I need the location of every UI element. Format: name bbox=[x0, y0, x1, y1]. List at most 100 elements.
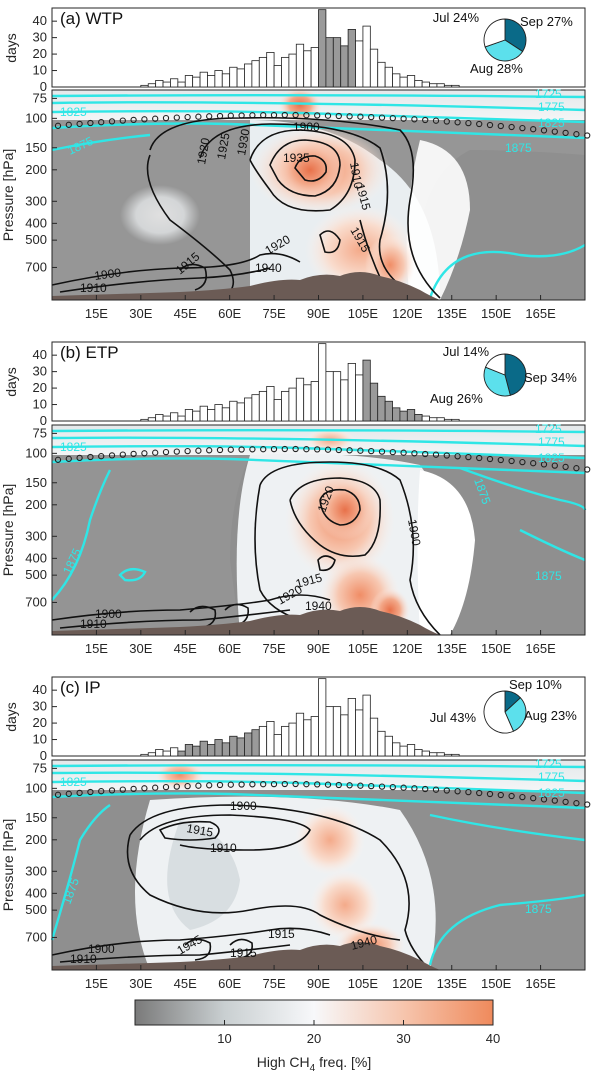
longitude-tick-label: 45E bbox=[174, 976, 197, 991]
pie-slice bbox=[504, 353, 527, 396]
histogram-bar bbox=[184, 409, 194, 422]
pressure-tick-label: 500 bbox=[25, 902, 47, 917]
pie-label-aug: Aug 28% bbox=[470, 61, 523, 76]
tropopause-marker bbox=[551, 797, 558, 804]
pressure-axis-label: Pressure [hPa] bbox=[0, 484, 16, 577]
panel-label: (b) ETP bbox=[60, 343, 119, 362]
histogram-bar bbox=[266, 52, 275, 88]
histogram-bar bbox=[140, 418, 149, 422]
histogram-bar bbox=[221, 407, 231, 422]
tropopause-marker bbox=[389, 448, 396, 456]
tropopause-marker bbox=[357, 447, 364, 454]
tropopause-marker bbox=[162, 783, 170, 791]
histogram-bar bbox=[258, 390, 268, 422]
histogram-bar bbox=[392, 742, 401, 757]
contour-label: 1900 bbox=[88, 942, 115, 956]
longitude-tick-label: 165E bbox=[525, 976, 556, 991]
longitude-tick-label: 135E bbox=[437, 641, 468, 656]
y-tick-label: 20 bbox=[33, 380, 47, 395]
tropopause-marker bbox=[540, 127, 548, 134]
longitude-tick-label: 30E bbox=[129, 641, 152, 656]
histogram-bar bbox=[170, 747, 179, 757]
pressure-tick-label: 700 bbox=[25, 594, 47, 609]
longitude-tick-label: 15E bbox=[85, 976, 108, 991]
contour-label: 1910 bbox=[70, 952, 97, 966]
histogram-bars bbox=[140, 343, 460, 422]
pie-label-sep: Sep 34% bbox=[524, 370, 577, 385]
tropopause-marker bbox=[486, 455, 494, 463]
tropopause-marker bbox=[346, 113, 353, 120]
histogram-bar bbox=[399, 76, 408, 88]
contour-label: 1775 bbox=[538, 770, 565, 784]
tropopause-marker bbox=[368, 113, 375, 121]
histogram-bar bbox=[429, 417, 438, 422]
tropopause-marker bbox=[108, 118, 116, 125]
histogram-bar bbox=[421, 81, 430, 88]
contour-label: 1900 bbox=[93, 265, 122, 283]
histogram-bar bbox=[436, 417, 445, 422]
contour-label: 1935 bbox=[283, 151, 310, 165]
histogram-bar bbox=[406, 409, 416, 422]
tropopause-marker bbox=[76, 454, 83, 462]
histogram-bar bbox=[406, 75, 416, 88]
tropopause-marker bbox=[357, 113, 364, 120]
tropopause-marker bbox=[292, 780, 299, 788]
contour-label: 1910 bbox=[80, 617, 107, 631]
histogram-bar bbox=[310, 716, 319, 757]
tropopause-marker bbox=[108, 787, 116, 794]
contour-label: 1910 bbox=[210, 841, 237, 855]
tropopause-marker bbox=[357, 782, 364, 789]
tropopause-marker bbox=[206, 447, 213, 454]
longitude-tick-label: 90E bbox=[307, 641, 330, 656]
histogram-bar bbox=[295, 712, 305, 757]
tropopause-marker bbox=[443, 118, 450, 125]
colorbar-tick-label: 30 bbox=[396, 1031, 410, 1046]
tropopause-marker bbox=[324, 446, 332, 453]
tropopause-marker bbox=[249, 781, 256, 788]
histogram-bar bbox=[318, 678, 327, 757]
pie-label-jul: Jul 24% bbox=[433, 10, 480, 25]
pressure-tick-label: 400 bbox=[25, 215, 47, 230]
longitude-tick-label: 120E bbox=[392, 976, 423, 991]
pressure-tick-label: 500 bbox=[25, 567, 47, 582]
tropopause-marker bbox=[324, 781, 332, 788]
tropopause-marker bbox=[314, 446, 321, 453]
tropopause-marker bbox=[65, 121, 72, 128]
tropopause-marker bbox=[227, 781, 234, 788]
pressure-tick-label: 100 bbox=[25, 780, 47, 795]
y-tick-label: 30 bbox=[33, 699, 47, 714]
histogram-bar bbox=[162, 81, 171, 88]
y-tick-label: 40 bbox=[33, 13, 47, 28]
pie-slice bbox=[484, 353, 506, 376]
histogram-bar bbox=[192, 76, 201, 88]
tropopause-marker bbox=[432, 451, 440, 458]
tropopause-marker bbox=[519, 124, 526, 132]
histogram-bar bbox=[377, 395, 386, 422]
tropopause-marker bbox=[422, 785, 429, 793]
tropopause-marker bbox=[465, 453, 472, 461]
tropopause-marker bbox=[98, 453, 105, 460]
histogram-bar bbox=[443, 418, 453, 422]
colorbar-tick-label: 40 bbox=[486, 1031, 500, 1046]
tropopause-marker bbox=[508, 792, 515, 800]
tropopause-marker bbox=[368, 782, 375, 790]
tropopause-marker bbox=[303, 446, 310, 453]
histogram-bar bbox=[236, 68, 245, 88]
histogram-bar bbox=[170, 412, 179, 422]
longitude-tick-label: 45E bbox=[174, 306, 197, 321]
tropopause-marker bbox=[465, 119, 472, 127]
contour-label: 1825 bbox=[60, 105, 87, 119]
tropopause-marker bbox=[216, 781, 224, 789]
histogram-bar bbox=[177, 415, 186, 422]
histogram-bar bbox=[362, 694, 371, 757]
tropopause-marker bbox=[184, 113, 191, 121]
tropopause-marker bbox=[227, 446, 234, 453]
pressure-tick-label: 500 bbox=[25, 232, 47, 247]
tropopause-marker bbox=[400, 784, 407, 791]
histogram-bar bbox=[229, 400, 238, 422]
contour-label: 1825 bbox=[538, 451, 565, 465]
month-pie-chart bbox=[483, 353, 527, 397]
